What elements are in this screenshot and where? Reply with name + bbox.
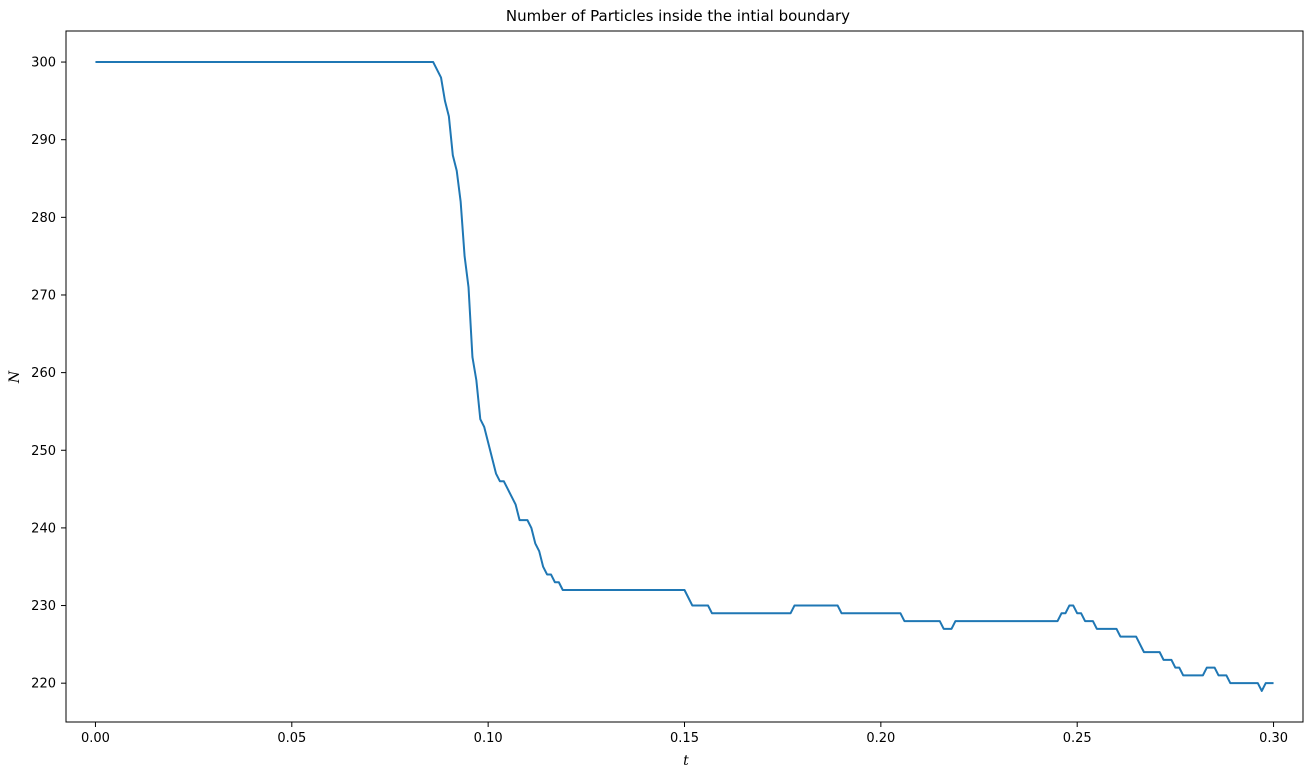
x-tick-label: 0.30 [1259, 731, 1288, 746]
y-axis-label: N [7, 370, 23, 384]
y-tick-label: 220 [31, 677, 56, 692]
series-line-0 [95, 61, 1274, 692]
chart-title: Number of Particles inside the intial bo… [506, 7, 850, 25]
y-tick-label: 270 [31, 288, 56, 303]
y-tick-label: 260 [31, 366, 56, 381]
y-tick-label: 300 [31, 56, 56, 71]
x-tick-label: 0.25 [1063, 731, 1092, 746]
y-tick-label: 230 [31, 599, 56, 614]
y-tick-label: 240 [31, 521, 56, 536]
x-axis-label: t [683, 753, 689, 769]
x-tick-label: 0.10 [474, 731, 503, 746]
y-tick-label: 280 [31, 211, 56, 226]
plot-area: 0.00 0.05 0.10 0.15 0.20 0.25 0.30 220 230 240 250… [31, 30, 1304, 746]
x-tick-label: 0.15 [670, 731, 699, 746]
x-tick-label: 0.00 [81, 731, 110, 746]
x-tick-label: 0.05 [277, 731, 306, 746]
y-tick-label: 290 [31, 133, 56, 148]
y-tick-label: 250 [31, 444, 56, 459]
x-tick-label: 0.20 [866, 731, 895, 746]
